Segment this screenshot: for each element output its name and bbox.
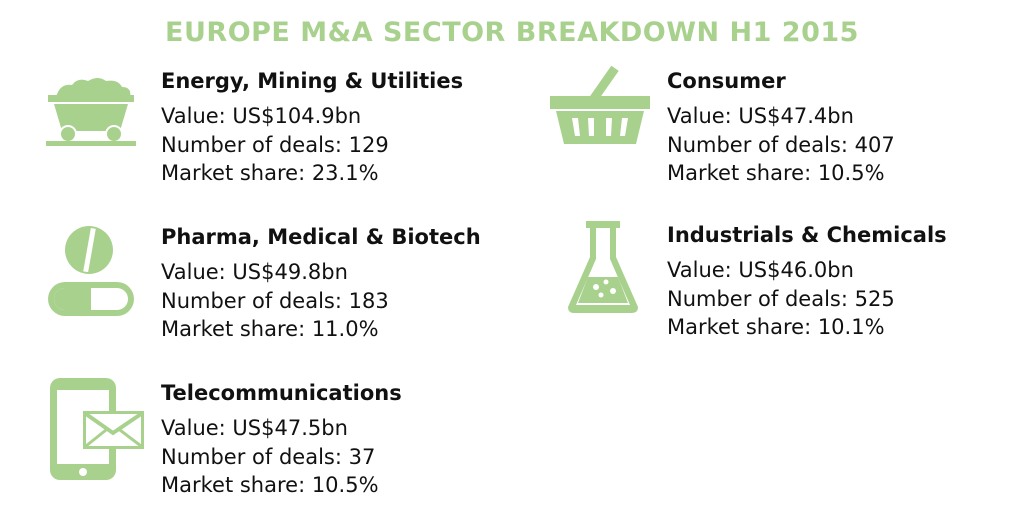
sector-deals: Number of deals: 183	[161, 288, 389, 313]
pills-icon	[46, 226, 136, 320]
sector-share: Market share: 10.1%	[667, 315, 885, 339]
sector-value: Value: US$47.5bn	[161, 416, 348, 440]
flask-icon	[568, 221, 638, 313]
sector-name: Industrials & Chemicals	[667, 223, 947, 247]
sector-share: Market share: 10.5%	[161, 473, 379, 497]
sector-deals: Number of deals: 37	[161, 444, 376, 469]
page-title: EUROPE M&A SECTOR BREAKDOWN H1 2015	[165, 17, 859, 48]
sector-telecom: Telecommunications Value: US$47.5bn Numb…	[161, 380, 402, 500]
shopping-basket-icon	[550, 66, 650, 146]
sector-name: Energy, Mining & Utilities	[161, 69, 464, 93]
mine-cart-icon	[46, 73, 136, 147]
sector-consumer: Consumer Value: US$47.4bn Number of deal…	[667, 68, 895, 188]
sector-industrials: Industrials & Chemicals Value: US$46.0bn…	[667, 222, 947, 342]
sector-share: Market share: 10.5%	[667, 161, 885, 185]
sector-deals: Number of deals: 129	[161, 132, 389, 157]
sector-name: Pharma, Medical & Biotech	[161, 225, 481, 249]
sector-share: Market share: 23.1%	[161, 161, 379, 185]
sector-value: Value: US$104.9bn	[161, 104, 362, 128]
sector-value: Value: US$46.0bn	[667, 258, 854, 282]
sector-name: Telecommunications	[161, 381, 402, 405]
sector-name: Consumer	[667, 69, 786, 93]
sector-deals: Number of deals: 407	[667, 132, 895, 157]
sector-pharma: Pharma, Medical & Biotech Value: US$49.8…	[161, 224, 481, 344]
sector-value: Value: US$49.8bn	[161, 260, 348, 284]
sector-deals: Number of deals: 525	[667, 286, 895, 311]
sector-energy: Energy, Mining & Utilities Value: US$104…	[161, 68, 463, 188]
mobile-mail-icon	[50, 378, 144, 480]
sector-value: Value: US$47.4bn	[667, 104, 854, 128]
sector-share: Market share: 11.0%	[161, 317, 379, 341]
